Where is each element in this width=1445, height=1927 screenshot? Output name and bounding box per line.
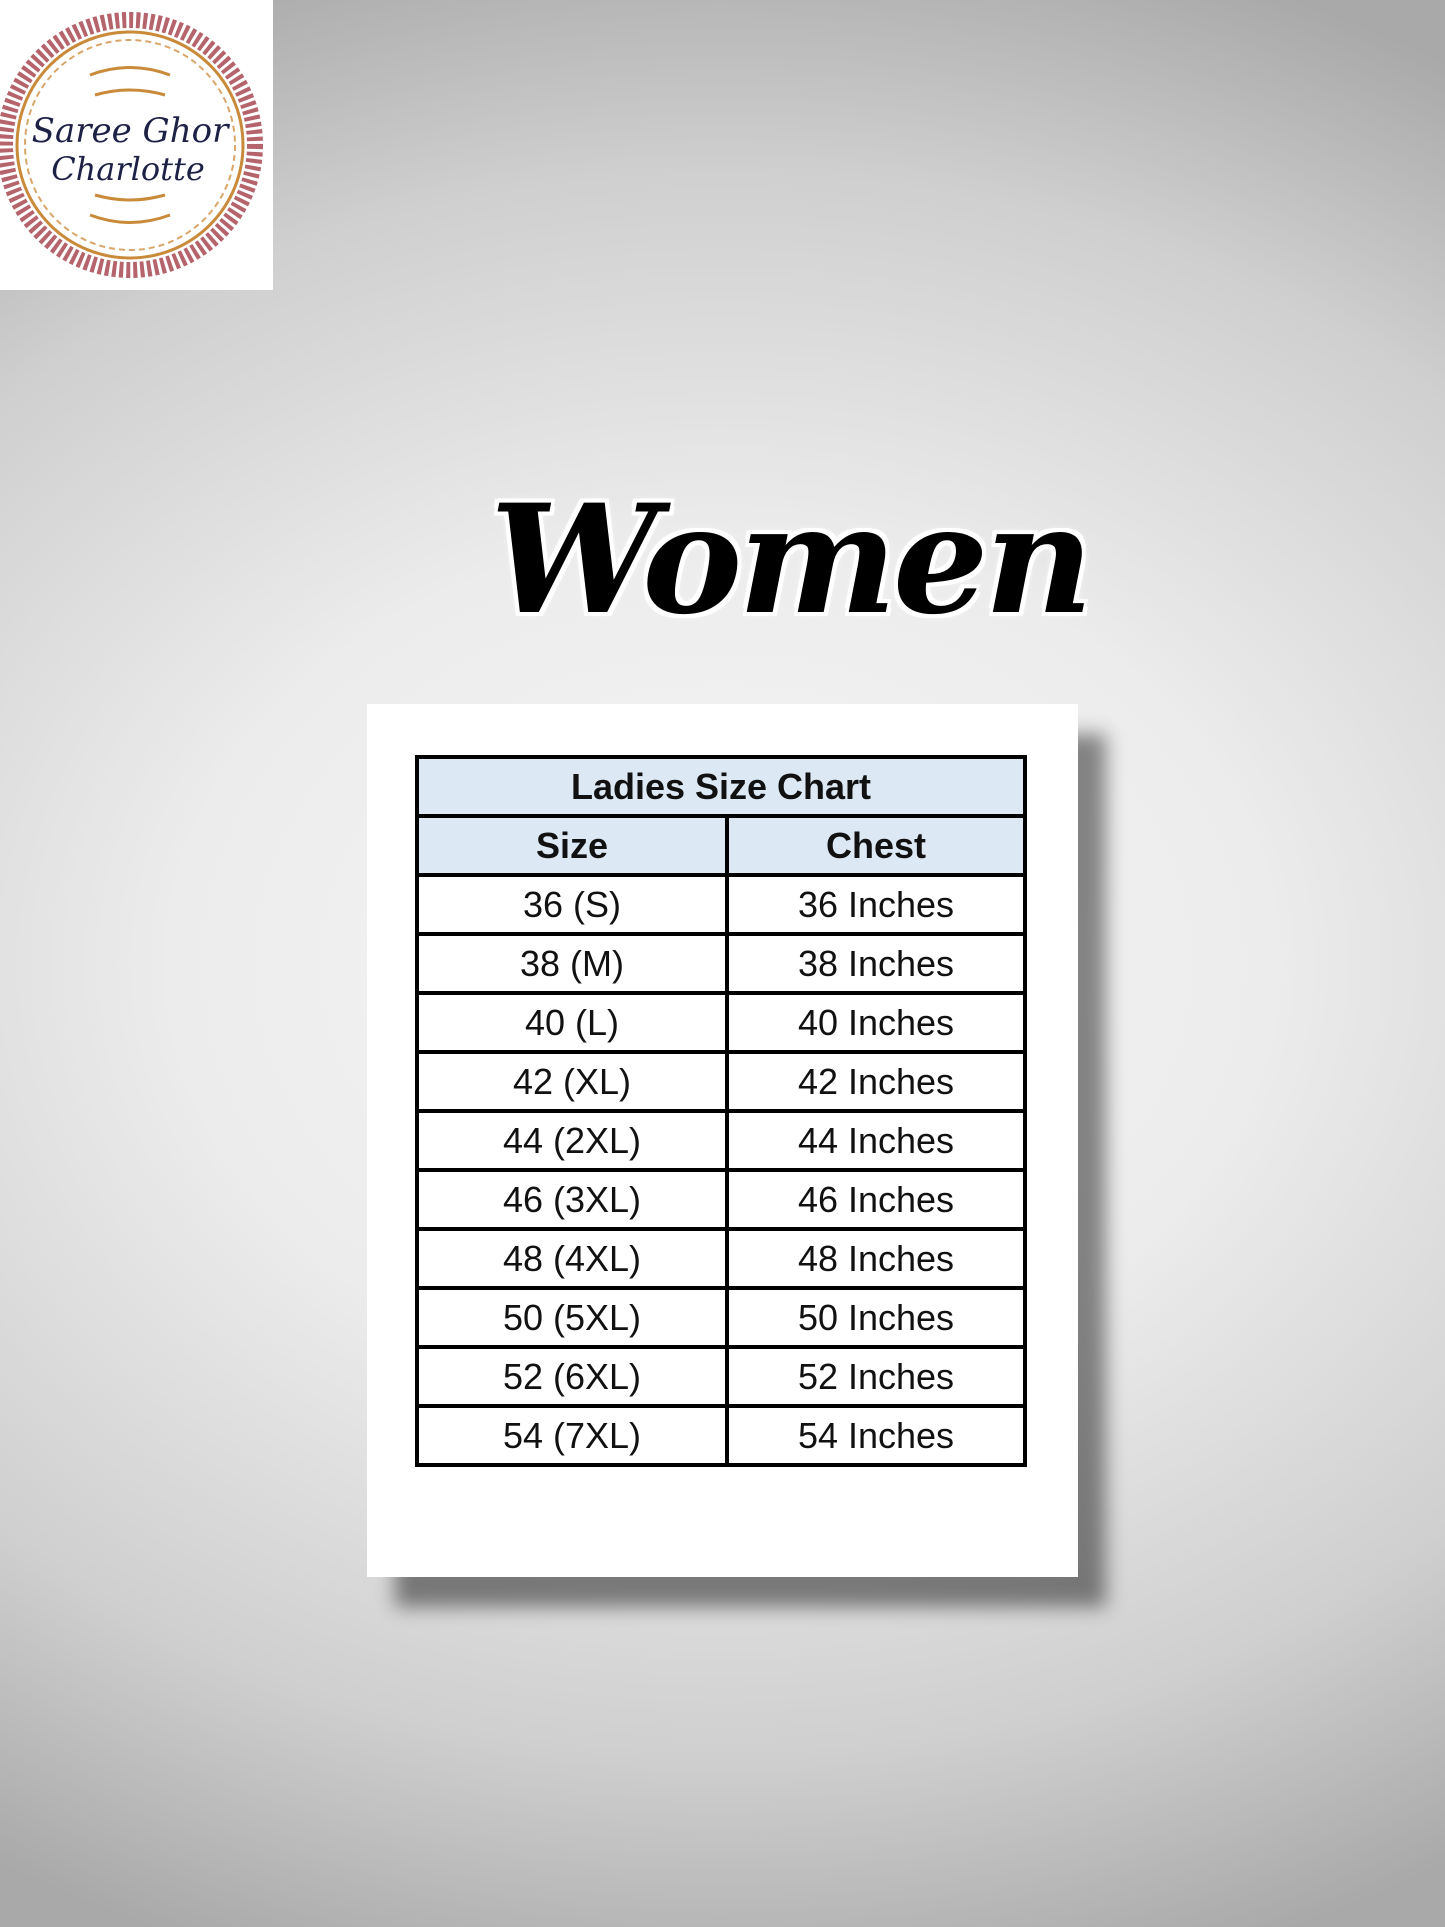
table-title-row: Ladies Size Chart	[415, 755, 1027, 818]
table-row: 36 (S) 36 Inches	[415, 873, 1027, 936]
chest-cell: 52 Inches	[725, 1345, 1027, 1408]
brand-logo: Saree Ghor Charlotte	[0, 0, 273, 290]
page-heading: Women	[490, 472, 1093, 648]
size-cell: 54 (7XL)	[415, 1404, 729, 1467]
chest-cell: 46 Inches	[725, 1168, 1027, 1231]
size-cell: 48 (4XL)	[415, 1227, 729, 1290]
column-header-chest: Chest	[725, 814, 1027, 877]
size-cell: 44 (2XL)	[415, 1109, 729, 1172]
chest-cell: 38 Inches	[725, 932, 1027, 995]
size-chart-table: Ladies Size Chart Size Chest 36 (S) 36 In…	[415, 755, 1027, 1467]
table-title: Ladies Size Chart	[415, 755, 1027, 818]
table-row: 40 (L) 40 Inches	[415, 991, 1027, 1054]
size-cell: 38 (M)	[415, 932, 729, 995]
size-cell: 40 (L)	[415, 991, 729, 1054]
table-row: 42 (XL) 42 Inches	[415, 1050, 1027, 1113]
logo-text-line1: Saree Ghor	[32, 111, 230, 151]
logo-text-line2: Charlotte	[51, 150, 205, 188]
size-cell: 46 (3XL)	[415, 1168, 729, 1231]
chest-cell: 40 Inches	[725, 991, 1027, 1054]
logo-emblem: Saree Ghor Charlotte	[0, 12, 263, 278]
chest-cell: 50 Inches	[725, 1286, 1027, 1349]
table-row: 50 (5XL) 50 Inches	[415, 1286, 1027, 1349]
chest-cell: 42 Inches	[725, 1050, 1027, 1113]
table-row: 52 (6XL) 52 Inches	[415, 1345, 1027, 1408]
size-cell: 42 (XL)	[415, 1050, 729, 1113]
chest-cell: 44 Inches	[725, 1109, 1027, 1172]
table-header-row: Size Chest	[415, 814, 1027, 877]
chest-cell: 48 Inches	[725, 1227, 1027, 1290]
column-header-size: Size	[415, 814, 729, 877]
table-row: 38 (M) 38 Inches	[415, 932, 1027, 995]
chest-cell: 36 Inches	[725, 873, 1027, 936]
size-cell: 50 (5XL)	[415, 1286, 729, 1349]
table-row: 46 (3XL) 46 Inches	[415, 1168, 1027, 1231]
table-row: 48 (4XL) 48 Inches	[415, 1227, 1027, 1290]
table-row: 54 (7XL) 54 Inches	[415, 1404, 1027, 1467]
table-row: 44 (2XL) 44 Inches	[415, 1109, 1027, 1172]
size-chart-card: Ladies Size Chart Size Chest 36 (S) 36 In…	[367, 704, 1078, 1577]
chest-cell: 54 Inches	[725, 1404, 1027, 1467]
size-cell: 36 (S)	[415, 873, 729, 936]
size-cell: 52 (6XL)	[415, 1345, 729, 1408]
